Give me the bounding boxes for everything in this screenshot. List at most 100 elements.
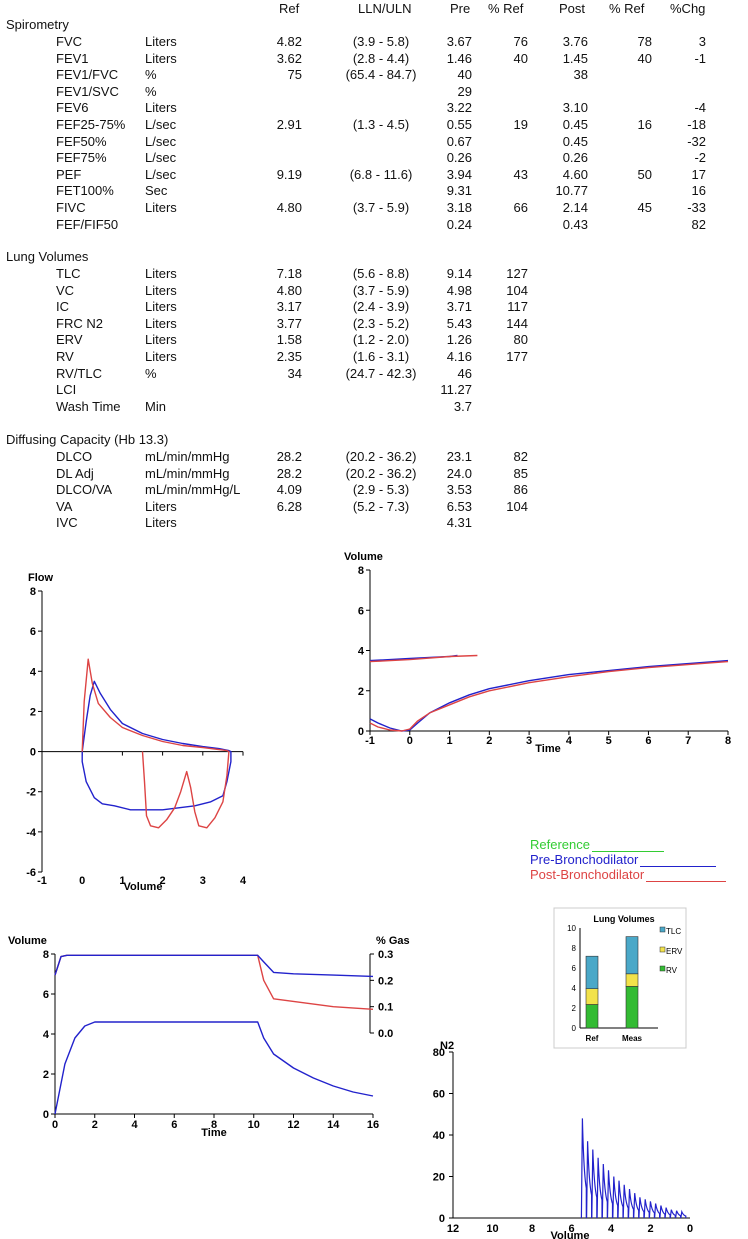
bar-legend-swatch: [659, 965, 666, 972]
cell-pre: 1.26: [446, 332, 472, 348]
cell-unit: Liters: [145, 299, 177, 315]
cell-pre: 4.31: [446, 515, 472, 531]
cell-unit: Liters: [145, 34, 177, 49]
n2-y-tick-label: 20: [433, 1172, 445, 1184]
cell-lln: (1.6 - 3.1): [352, 349, 410, 364]
cell-post: 3.10: [562, 100, 588, 116]
y-axis-title: Volume: [8, 935, 47, 947]
section-lung-volumes: Lung Volumes: [6, 249, 89, 264]
cell-ref: 4.80: [276, 282, 302, 298]
n2-y-tick-label: 80: [433, 1047, 445, 1059]
cell-name: FVC: [56, 34, 82, 49]
cell-ref: 4.82: [276, 34, 302, 49]
header-pre: Pre: [450, 1, 471, 16]
cell-pref: 117: [507, 299, 528, 315]
cell-ref: 4.09: [276, 482, 302, 498]
cell-ref: 3.62: [276, 50, 302, 66]
cell-postref: 16: [637, 117, 652, 132]
y2-tick-label: 0.0: [378, 1028, 393, 1040]
cell-lln: (1.3 - 4.5): [352, 117, 410, 132]
cell-chg: -2: [694, 150, 706, 166]
cell-lln: (2.9 - 5.3): [352, 482, 410, 498]
y-axis-title: Flow: [28, 572, 53, 584]
cell-chg: 3: [698, 34, 706, 49]
cell-pre: 3.53: [446, 482, 472, 498]
cell-name: FRC N2: [56, 315, 103, 331]
cell-pre: 0.26: [446, 150, 472, 166]
x-tick-label: 4: [240, 875, 247, 887]
bar-y-tick-label: 8: [572, 944, 577, 953]
cell-pref: 104: [506, 282, 528, 298]
cell-chg: -32: [687, 133, 706, 149]
y-tick-label: 4: [30, 666, 37, 678]
diffusing-row: VA Liters 6.28 (5.2 - 7.3) 6.53 104: [0, 498, 748, 515]
cell-name: DLCO/VA: [56, 482, 113, 498]
y-tick-label: 2: [43, 1069, 49, 1081]
cell-name: RV/TLC: [56, 365, 102, 381]
n2-y-tick-label: 60: [433, 1089, 445, 1101]
bar-ref-tlc: [585, 955, 599, 990]
x-tick-label: 4: [566, 735, 573, 747]
cell-ref: 3.77: [276, 315, 302, 331]
y-tick-label: 2: [358, 686, 364, 698]
cell-unit: L/sec: [145, 166, 177, 182]
cell-name: TLC: [56, 266, 81, 281]
n2-washout-series: [580, 1118, 687, 1219]
n2-y-tick-label: 0: [439, 1213, 445, 1225]
x-tick-label: 6: [171, 1119, 177, 1131]
cell-name: FET100%: [56, 183, 114, 199]
cell-pref: 86: [513, 482, 528, 498]
x-tick-label: 0: [52, 1119, 58, 1131]
cell-pre: 23.1: [446, 449, 472, 464]
cell-unit: Liters: [145, 515, 177, 531]
legend-reference-label: Reference: [530, 837, 590, 852]
n2-x-tick-label: 2: [647, 1223, 653, 1235]
y-tick-label: -4: [26, 827, 37, 839]
cell-ref: 7.18: [276, 266, 302, 281]
n2-x-tick-label: 6: [568, 1223, 574, 1235]
header-post: Post: [559, 1, 586, 16]
cell-ref: 28.2: [276, 465, 302, 481]
cell-name: FIVC: [56, 200, 86, 215]
x-tick-label: 10: [248, 1119, 260, 1131]
header-lln-uln: LLN/ULN: [358, 1, 412, 16]
cell-pre: 29: [457, 83, 472, 99]
volume-time-series-1: [369, 659, 729, 732]
lung-volumes-row: RV Liters 2.35 (1.6 - 3.1) 4.16 177: [0, 348, 748, 365]
bar-y-tick-label: 2: [572, 1004, 577, 1013]
cell-chg: 82: [691, 216, 706, 232]
bar-ref-erv: [585, 988, 599, 1005]
lung-volumes-row: IC Liters 3.17 (2.4 - 3.9) 3.71 117: [0, 298, 748, 315]
cell-unit: L/sec: [145, 117, 177, 132]
cell-pre: 9.14: [446, 266, 472, 281]
n2-x-tick-label: 4: [608, 1223, 615, 1235]
cell-post: 38: [573, 67, 588, 83]
diffusing-row: DLCO/VA mL/min/mmHg/L 4.09 (2.9 - 5.3) 3.53 8…: [0, 481, 748, 498]
bar-y-tick-label: 6: [572, 964, 577, 973]
cell-unit: mL/min/mmHg: [145, 449, 230, 464]
cell-pref: 40: [513, 50, 528, 66]
cell-unit: Liters: [145, 50, 177, 66]
spirometry-row: FEV1/SVC% 29: [0, 83, 748, 100]
cell-unit: Liters: [145, 266, 177, 281]
header-ref: Ref: [279, 1, 300, 16]
cell-lln: (3.7 - 5.9): [352, 282, 410, 298]
spirometry-row: PEF L/sec 9.19 (6.8 - 11.6) 3.94 43 4.60 50 17: [0, 166, 748, 183]
cell-ref: 9.19: [276, 166, 302, 182]
n2-x-tick-label: 12: [447, 1223, 459, 1235]
cell-unit: L/sec: [145, 133, 177, 149]
cell-pre: 11.27: [440, 382, 472, 398]
cell-unit: Min: [145, 398, 166, 414]
y-tick-label: 8: [30, 586, 36, 598]
cell-chg: -33: [687, 200, 706, 215]
cell-lln: (24.7 - 42.3): [345, 365, 417, 381]
cell-pre: 40: [457, 67, 472, 83]
cell-unit: Liters: [145, 332, 177, 348]
cell-ref: 2.35: [276, 349, 302, 364]
bar-legend-swatch: [659, 946, 666, 953]
y-axis-title: Volume: [344, 551, 383, 563]
cell-lln: (3.7 - 5.9): [352, 200, 410, 215]
y-tick-label: 6: [30, 626, 36, 638]
bar-meas-tlc: [625, 936, 639, 975]
